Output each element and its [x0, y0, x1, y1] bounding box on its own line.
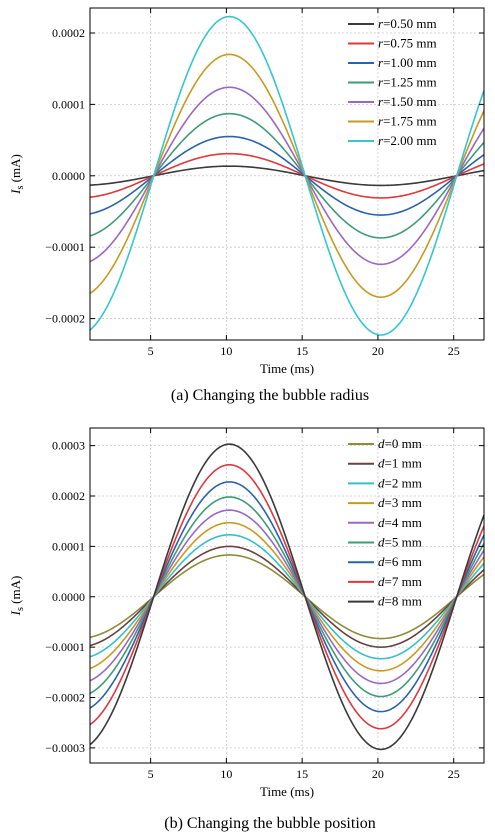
y-tick-label: 0.0001: [52, 97, 85, 111]
legend-label: r=1.00 mm: [378, 55, 437, 70]
legend-label: r=2.00 mm: [378, 133, 437, 148]
y-tick-label: 0.0003: [52, 439, 85, 453]
x-tick-label: 5: [148, 767, 154, 781]
y-tick-label: −0.0002: [45, 312, 85, 326]
series-lines: [90, 15, 484, 336]
y-tick-label: −0.0003: [45, 741, 85, 755]
series-line-d-8: [90, 443, 484, 751]
legend-label: d=5 mm: [378, 535, 422, 550]
legend: d=0 mm d=1 mm d=2 mm d=3 mm d=4 mm d=5 mm d=6 …: [348, 436, 422, 609]
series-line-r-6: [90, 15, 484, 336]
x-axis-title: Time (ms): [260, 361, 314, 376]
y-tick-label: −0.0001: [45, 640, 85, 654]
chart-bubble-position: 5 10 15 20 25 −0.0003 −0.0002 −0.0001 0.0000 0.00…: [8, 427, 485, 799]
x-tick-label: 15: [296, 344, 308, 358]
x-tick-label: 20: [372, 767, 384, 781]
legend-label: d=7 mm: [378, 574, 422, 589]
y-axis-title: Is (mA): [8, 576, 26, 617]
series-lines: [90, 443, 484, 751]
y-tick-label: 0.0002: [52, 489, 85, 503]
x-tick-label: 5: [148, 344, 154, 358]
legend-label: d=6 mm: [378, 554, 422, 569]
legend-label: d=2 mm: [378, 475, 422, 490]
legend: r=0.50 mm r=0.75 mm r=1.00 mm r=1.25 mm r=1.…: [348, 16, 437, 148]
y-tick-label: 0.0000: [52, 169, 85, 183]
x-tick-label: 10: [220, 344, 232, 358]
legend-label: d=4 mm: [378, 515, 422, 530]
y-axis-title: Is (mA): [8, 154, 26, 195]
caption-b: (b) Changing the bubble position: [164, 815, 376, 832]
legend-label: d=0 mm: [378, 436, 422, 451]
x-tick-label: 10: [220, 767, 232, 781]
y-tick-label: −0.0002: [45, 691, 85, 705]
x-tick-label: 25: [448, 344, 460, 358]
y-tick-label: 0.0001: [52, 539, 85, 553]
x-tick-label: 15: [296, 767, 308, 781]
legend-label: d=1 mm: [378, 456, 422, 471]
y-tick-label: −0.0001: [45, 240, 85, 254]
legend-label: r=1.50 mm: [378, 94, 437, 109]
plot-frame: [89, 427, 485, 764]
chart-bubble-radius: 5 10 15 20 25 −0.0002 −0.0001 0.0000 0.0001 0.000…: [8, 7, 485, 376]
legend-label: r=0.50 mm: [378, 16, 437, 31]
legend-label: r=1.25 mm: [378, 75, 437, 90]
legend-label: d=3 mm: [378, 495, 422, 510]
x-axis-title: Time (ms): [260, 784, 314, 799]
y-tick-label: 0.0002: [52, 26, 85, 40]
plot-frame: [89, 7, 485, 341]
x-tick-label: 20: [372, 344, 384, 358]
legend-label: r=1.75 mm: [378, 114, 437, 129]
legend-label: d=8 mm: [378, 594, 422, 609]
x-tick-label: 25: [448, 767, 460, 781]
y-tick-label: 0.0000: [52, 590, 85, 604]
legend-label: r=0.75 mm: [378, 36, 437, 51]
caption-a: (a) Changing the bubble radius: [171, 387, 369, 404]
